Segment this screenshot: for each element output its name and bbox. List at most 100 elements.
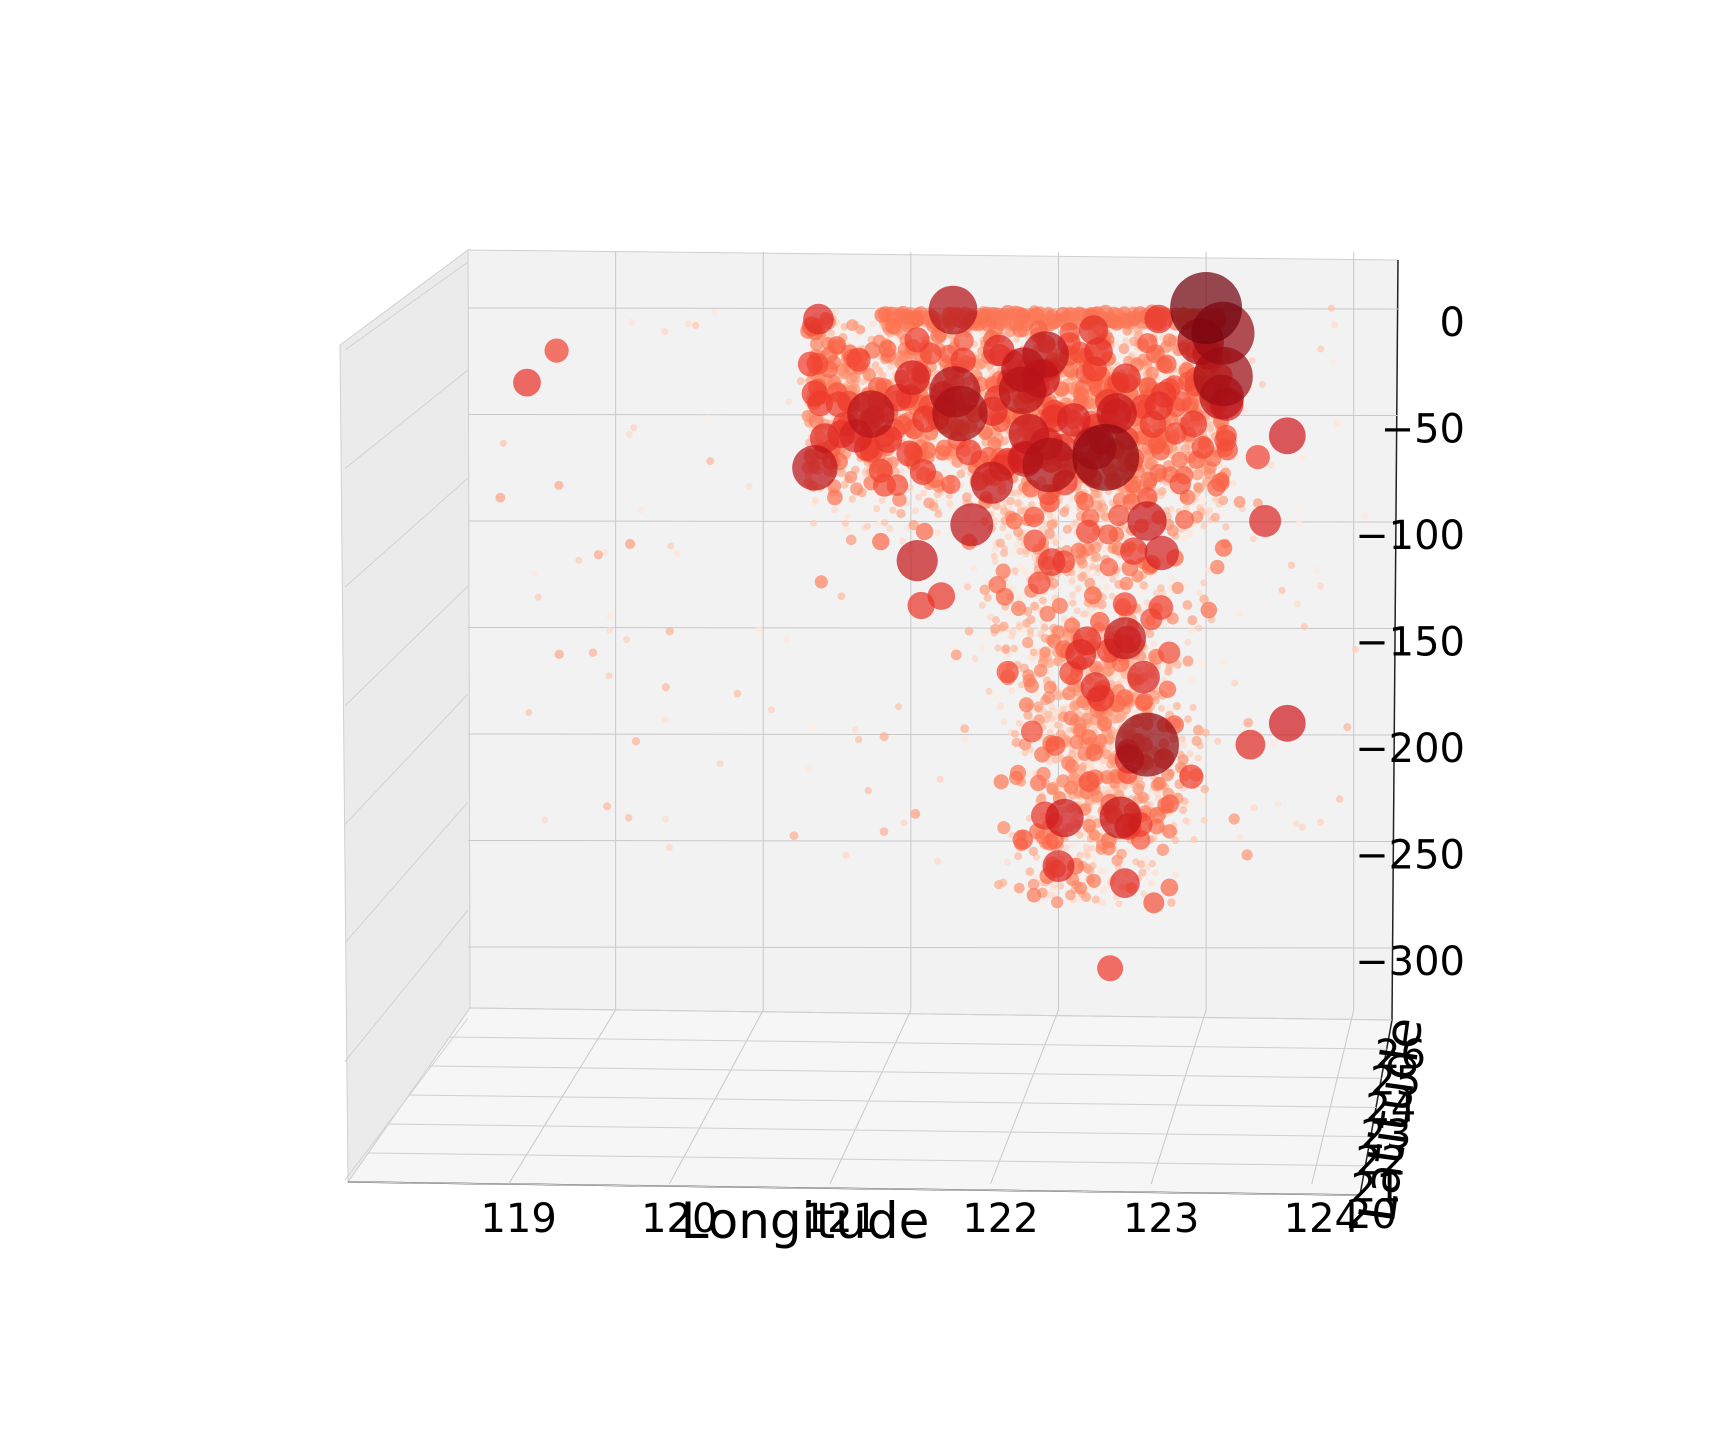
data-point [1158,487,1167,496]
data-point [711,309,719,317]
data-point [1180,534,1188,542]
data-point [1172,871,1180,879]
data-point [1198,796,1206,804]
data-point [1073,607,1081,615]
data-point [1294,600,1302,608]
data-point [886,525,894,532]
data-point [906,484,914,492]
data-point [1030,648,1038,657]
data-point [1069,591,1077,599]
data-point [827,489,843,506]
data-point [1017,563,1025,571]
data-point [899,537,907,545]
data-point [961,492,972,503]
data-point [1145,629,1155,639]
data-point [1068,577,1076,585]
data-point [733,689,742,698]
data-point [1011,729,1019,738]
side-grid-line [344,477,469,588]
data-points [495,272,1369,982]
data-point [1138,587,1146,595]
side-grid-line [344,369,469,469]
data-point [1186,530,1193,538]
data-point [1062,844,1070,852]
side-grid-line [344,585,469,707]
data-point [1030,601,1040,611]
data-point [1152,776,1167,791]
x-floor-grid-line [829,1009,912,1185]
data-point [1000,718,1008,726]
data-point [1241,406,1249,414]
data-point [1184,638,1192,646]
data-point [1228,813,1240,825]
data-point [1229,480,1237,487]
data-point [1056,722,1064,730]
data-point [789,831,799,841]
data-point [1099,886,1107,894]
data-point [934,509,943,519]
data-point [843,513,851,521]
data-point [855,735,863,744]
data-point [1199,496,1207,503]
data-point [1166,524,1179,537]
data-point [1013,499,1022,507]
data-point [1018,697,1034,713]
data-point [1014,852,1023,861]
data-point [1162,824,1177,839]
data-point [1231,679,1239,687]
data-point [999,524,1007,532]
data-point [1218,495,1229,506]
data-point [1292,820,1300,827]
data-point [1300,623,1308,631]
side-grid-line [344,693,469,825]
data-point [1196,589,1204,597]
data-point [1034,663,1048,678]
data-point [980,634,988,642]
data-point [964,626,974,636]
data-point [869,320,877,328]
data-point [662,815,670,823]
data-point [1043,681,1057,694]
data-point [1214,737,1222,745]
data-point [1343,723,1352,732]
x-floor-grid-line [668,1009,764,1185]
data-point [1200,784,1209,794]
side-grid-line [344,1017,469,1181]
data-point [837,592,846,601]
data-point [910,808,921,819]
data-point [1025,867,1035,876]
data-point [1038,596,1047,605]
data-point [1069,842,1077,850]
data-point [1167,898,1176,907]
data-point [1024,770,1032,778]
data-point [1175,445,1183,453]
data-point [994,880,1004,890]
data-point [1016,506,1025,515]
data-point [637,506,645,514]
data-point [1243,717,1253,728]
data-point [1132,783,1145,795]
data-point [692,321,700,329]
data-point [936,775,944,783]
data-point [1044,528,1055,540]
data-point [1317,345,1325,353]
data-point [1010,489,1017,497]
data-point [875,520,883,528]
data-point [1103,584,1111,591]
data-point [1298,823,1306,831]
data-point [961,736,969,744]
data-point [1021,749,1029,757]
data-point [1011,600,1027,617]
data-point [1139,581,1148,590]
data-point [534,593,542,601]
data-point [1147,880,1155,888]
data-point [1172,701,1182,711]
data-point [1125,310,1141,327]
data-point [716,760,724,768]
data-point [665,844,673,851]
data-point [1028,846,1039,857]
y-floor-grid-line [388,1123,1371,1138]
data-point [625,431,633,438]
data-point [1055,306,1071,323]
data-point [783,636,791,644]
